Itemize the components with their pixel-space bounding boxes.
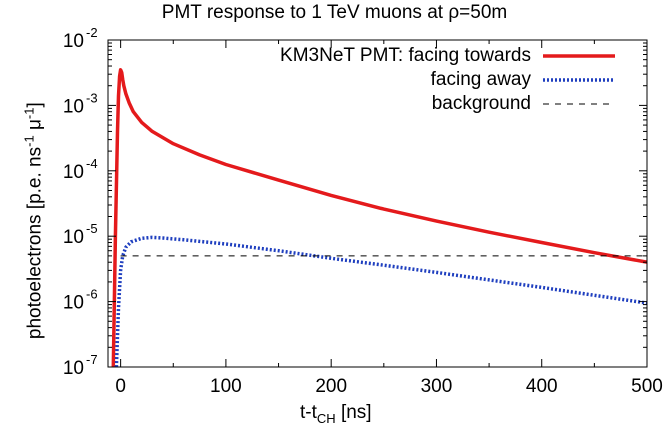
y-axis-label: photoelectrons [p.e. ns-1 μ-1] bbox=[21, 102, 46, 340]
x-tick-label: 0 bbox=[115, 376, 126, 397]
y-tick-exponent: -2 bbox=[86, 25, 98, 40]
chart-title: PMT response to 1 TeV muons at ρ=50m bbox=[161, 2, 508, 23]
y-tick-label: 10 bbox=[63, 31, 84, 52]
y-tick-label: 10 bbox=[63, 227, 84, 248]
plot-frame bbox=[107, 39, 648, 368]
plot-lines bbox=[111, 68, 647, 367]
y-tick-exponent: -3 bbox=[86, 90, 98, 105]
plot-axes bbox=[107, 39, 648, 368]
x-tick-label: 300 bbox=[421, 376, 453, 397]
legend-label-towards: KM3NeT PMT: facing towards bbox=[280, 45, 531, 66]
y-tick-exponent: -4 bbox=[86, 156, 98, 171]
legend-swatch-away bbox=[543, 78, 615, 82]
x-axis-label: t-tCH [ns] bbox=[300, 402, 372, 426]
legend-item-background: background bbox=[280, 92, 617, 116]
x-tick-label: 400 bbox=[526, 376, 558, 397]
y-tick-exponent: -6 bbox=[86, 287, 98, 302]
legend-swatch-towards bbox=[543, 54, 615, 58]
legend-label-background: background bbox=[431, 93, 531, 114]
legend-label-away: facing away bbox=[430, 69, 531, 90]
legend: KM3NeT PMT: facing towards facing away b… bbox=[280, 44, 617, 116]
series-line-1 bbox=[114, 235, 647, 367]
x-tick-label: 100 bbox=[210, 376, 242, 397]
series-line-0 bbox=[111, 68, 647, 367]
x-tick-label: 200 bbox=[315, 376, 347, 397]
y-tick-label: 10 bbox=[63, 293, 84, 314]
y-tick-exponent: -7 bbox=[86, 352, 98, 367]
y-tick-label: 10 bbox=[63, 96, 84, 117]
legend-item-away: facing away bbox=[280, 68, 617, 92]
y-tick-exponent: -5 bbox=[86, 221, 98, 236]
legend-swatch-background bbox=[543, 103, 615, 105]
legend-item-towards: KM3NeT PMT: facing towards bbox=[280, 44, 617, 68]
y-tick-label: 10 bbox=[63, 358, 84, 379]
y-tick-label: 10 bbox=[63, 162, 84, 183]
x-tick-label: 500 bbox=[631, 376, 663, 397]
